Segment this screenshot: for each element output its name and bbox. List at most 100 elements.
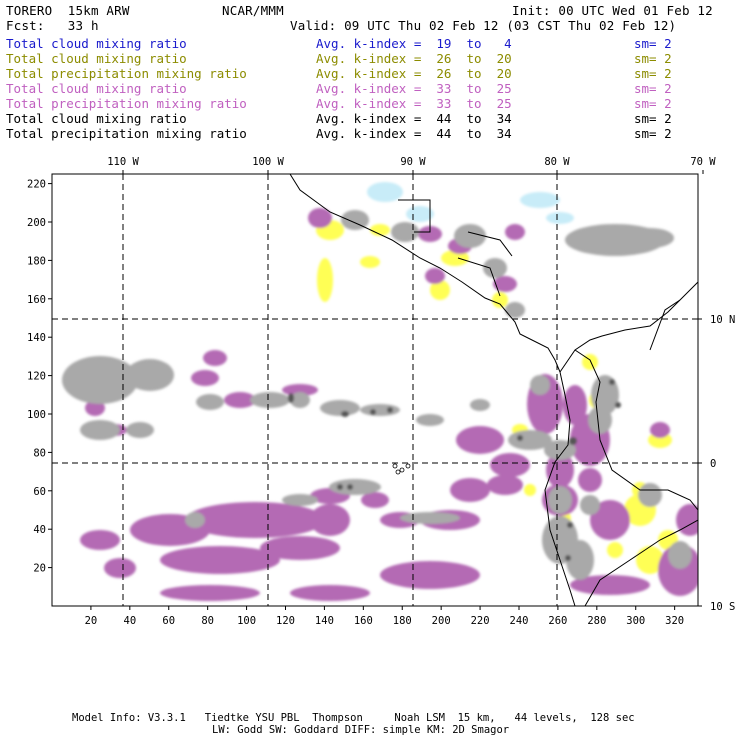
gray-cloud-region bbox=[62, 356, 138, 404]
x-tick-label: 200 bbox=[432, 615, 451, 627]
purple-cloud-region bbox=[160, 546, 280, 574]
dark-cloud-core bbox=[387, 407, 393, 413]
legend-field: Total cloud mixing ratio bbox=[6, 36, 187, 51]
legend-field: Total cloud mixing ratio bbox=[6, 111, 187, 126]
lon-label: 90 W bbox=[400, 156, 426, 168]
legend-smoothing: sm= 2 bbox=[634, 51, 672, 66]
gray-cloud-region bbox=[126, 359, 174, 391]
coastline bbox=[467, 231, 513, 257]
x-tick-label: 180 bbox=[393, 615, 412, 627]
purple-cloud-region bbox=[361, 492, 389, 508]
purple-cloud-region bbox=[425, 268, 445, 284]
y-tick-label: 40 bbox=[33, 524, 46, 536]
purple-cloud-region bbox=[290, 585, 370, 601]
plot-frame bbox=[51, 173, 699, 607]
dark-cloud-core bbox=[615, 402, 621, 408]
y-tick-label: 100 bbox=[27, 409, 46, 421]
coastline bbox=[457, 257, 501, 297]
purple-cloud-region bbox=[308, 208, 332, 228]
lon-label: 80 W bbox=[544, 156, 570, 168]
gray-cloud-region bbox=[530, 375, 550, 395]
x-tick-label: 160 bbox=[354, 615, 373, 627]
gray-cloud-region bbox=[341, 210, 369, 230]
legend-field: Total cloud mixing ratio bbox=[6, 81, 187, 96]
purple-cloud-region bbox=[490, 453, 530, 477]
cyan-cloud-region bbox=[520, 192, 560, 208]
y-tick-label: 120 bbox=[27, 371, 46, 383]
gray-cloud-region bbox=[580, 495, 600, 515]
purple-cloud-region bbox=[487, 475, 523, 495]
legend-kindex: Avg. k-index = 44 to 34 bbox=[316, 111, 512, 126]
y-tick-label: 160 bbox=[27, 294, 46, 306]
gray-cloud-region bbox=[638, 483, 662, 507]
coastline bbox=[559, 281, 698, 373]
x-tick-label: 120 bbox=[276, 615, 295, 627]
coastline bbox=[574, 349, 698, 511]
x-tick-label: 40 bbox=[124, 615, 137, 627]
legend-smoothing: sm= 2 bbox=[634, 36, 672, 51]
axes-layer: 20 40 60 80 100 120 140 160 180 200 220 240 260 280 30… bbox=[27, 156, 735, 627]
cloud-field-layer bbox=[62, 182, 698, 601]
init-time: Init: 00 UTC Wed 01 Feb 12 bbox=[512, 3, 713, 18]
legend-kindex: Avg. k-index = 33 to 25 bbox=[316, 81, 512, 96]
gray-cloud-region bbox=[360, 404, 400, 416]
cyan-cloud-region bbox=[367, 182, 403, 202]
coastline bbox=[544, 371, 576, 606]
x-tick-label: 100 bbox=[237, 615, 256, 627]
yellow-precip-region bbox=[317, 258, 333, 302]
yellow-precip-region bbox=[636, 546, 664, 574]
yellow-precip-region bbox=[370, 224, 390, 236]
dark-cloud-core bbox=[565, 555, 571, 561]
legend-smoothing: sm= 2 bbox=[634, 111, 672, 126]
gray-cloud-region bbox=[508, 430, 552, 450]
purple-cloud-region bbox=[224, 392, 256, 408]
dark-cloud-core bbox=[567, 522, 573, 528]
legend-kindex: Avg. k-index = 19 to 4 bbox=[316, 36, 512, 51]
lat-label: 10 S bbox=[710, 601, 735, 613]
purple-cloud-region bbox=[676, 504, 698, 536]
gray-cloud-region bbox=[470, 399, 490, 411]
model-info-line2: LW: Godd SW: Goddard DIFF: simple KM: 2D… bbox=[212, 724, 510, 736]
lon-label: 110 W bbox=[107, 156, 139, 168]
yellow-precip-region bbox=[360, 256, 380, 268]
dark-cloud-core bbox=[337, 484, 343, 490]
yellow-precip-region bbox=[582, 354, 598, 370]
gray-cloud-region bbox=[588, 406, 612, 434]
forecast-hour: Fcst: 33 h bbox=[6, 18, 99, 33]
legend-smoothing: sm= 2 bbox=[634, 66, 672, 81]
lat-lon-grid bbox=[52, 174, 698, 606]
legend-field: Total precipitation mixing ratio bbox=[6, 96, 247, 111]
gray-cloud-region bbox=[668, 541, 692, 569]
yellow-precip-region bbox=[441, 250, 469, 266]
gray-cloud-region bbox=[80, 420, 120, 440]
dark-cloud-core bbox=[517, 435, 523, 441]
x-tick-label: 220 bbox=[471, 615, 490, 627]
x-tick-label: 260 bbox=[548, 615, 567, 627]
y-tick-label: 200 bbox=[27, 217, 46, 229]
x-tick-label: 320 bbox=[665, 615, 684, 627]
organization: NCAR/MMM bbox=[222, 3, 284, 18]
x-tick-label: 300 bbox=[626, 615, 645, 627]
island-outline bbox=[392, 463, 398, 469]
gray-cloud-region bbox=[290, 392, 310, 408]
gray-cloud-region bbox=[454, 224, 486, 248]
dark-cloud-core bbox=[341, 411, 349, 417]
yellow-precip-region bbox=[430, 280, 450, 300]
x-tick-label: 20 bbox=[85, 615, 98, 627]
purple-cloud-region bbox=[191, 370, 219, 386]
gray-cloud-region bbox=[329, 479, 381, 495]
purple-cloud-region bbox=[260, 536, 340, 560]
cyan-cloud-region bbox=[546, 212, 574, 224]
lon-label: 100 W bbox=[252, 156, 284, 168]
purple-cloud-region bbox=[203, 350, 227, 366]
lat-label: 10 N bbox=[710, 314, 735, 326]
gray-cloud-region bbox=[282, 494, 318, 506]
gray-cloud-region bbox=[196, 394, 224, 410]
y-tick-label: 220 bbox=[27, 179, 46, 191]
y-tick-label: 80 bbox=[33, 447, 46, 459]
coastline bbox=[289, 174, 561, 373]
island-outline bbox=[395, 469, 401, 475]
legend-smoothing: sm= 2 bbox=[634, 81, 672, 96]
gray-cloud-region bbox=[250, 392, 290, 408]
legend-kindex: Avg. k-index = 26 to 20 bbox=[316, 51, 512, 66]
